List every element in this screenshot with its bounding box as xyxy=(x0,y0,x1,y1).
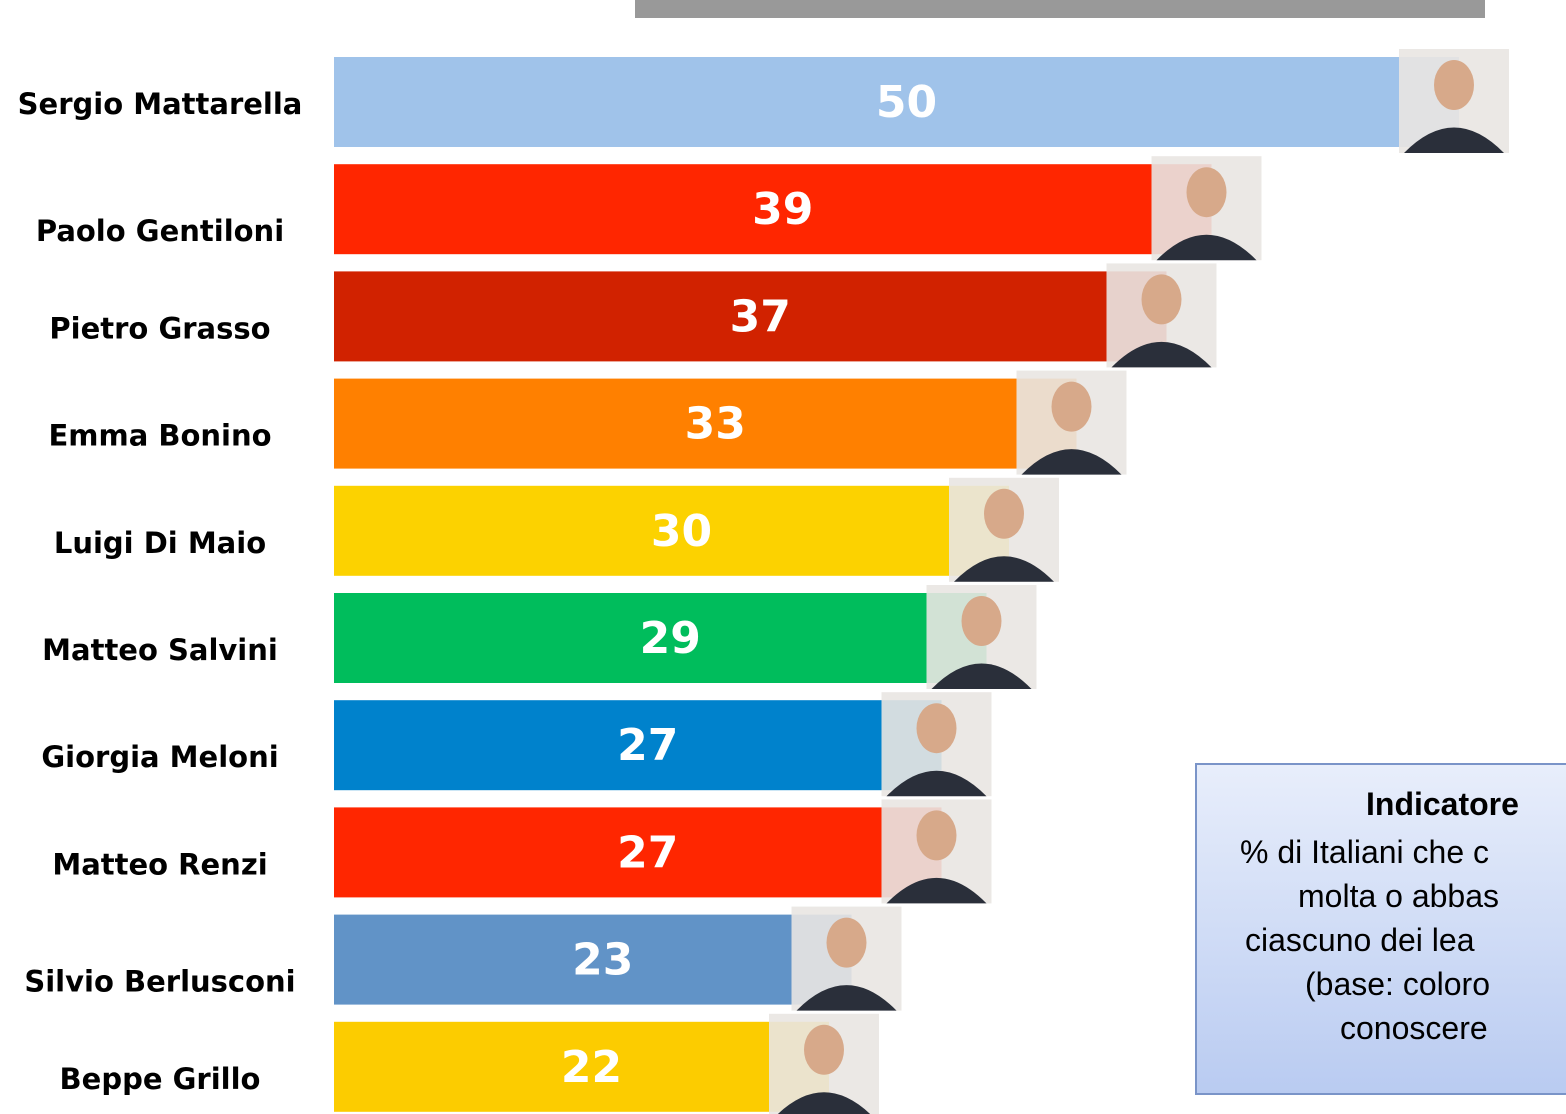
portrait-head xyxy=(984,488,1024,539)
category-label: Emma Bonino xyxy=(48,419,271,453)
value-label: 30 xyxy=(651,506,712,557)
portrait-head xyxy=(1434,60,1474,110)
category-label: Silvio Berlusconi xyxy=(24,965,295,999)
value-label: 22 xyxy=(561,1042,622,1093)
portrait-body xyxy=(778,1092,870,1114)
note-line: molta o abbas xyxy=(1298,878,1499,914)
bar xyxy=(334,914,852,1005)
note-title: Indicatore xyxy=(1366,786,1519,822)
portrait-body xyxy=(1156,234,1257,261)
bar xyxy=(334,378,1077,469)
portrait-body xyxy=(886,877,987,904)
bar xyxy=(334,271,1167,362)
value-label: 23 xyxy=(572,935,633,986)
category-label: Matteo Salvini xyxy=(42,633,278,667)
note-line: ciascuno dei lea xyxy=(1245,922,1475,958)
category-label: Sergio Mattarella xyxy=(18,87,303,121)
portrait-head xyxy=(1141,274,1182,325)
portrait-body xyxy=(1404,127,1504,153)
bar xyxy=(334,700,942,791)
bar xyxy=(334,1021,829,1112)
bar xyxy=(334,485,1009,576)
portrait-head xyxy=(1186,167,1227,218)
portrait-body xyxy=(1111,341,1212,368)
portrait-head xyxy=(916,703,957,754)
bar xyxy=(334,593,987,683)
portrait-body xyxy=(796,985,897,1011)
portrait-body xyxy=(954,556,1054,582)
portrait-body xyxy=(886,770,987,797)
category-label: Beppe Grillo xyxy=(60,1062,261,1096)
value-label: 27 xyxy=(617,827,678,878)
category-label: Giorgia Meloni xyxy=(41,740,278,774)
value-label: 37 xyxy=(730,291,791,342)
portrait-head xyxy=(961,596,1002,646)
bar xyxy=(334,57,1459,147)
portrait-head xyxy=(916,810,957,861)
bars: Sergio Mattarella 50 Paolo Gentiloni 39 Piet… xyxy=(18,49,1509,1114)
header-bar xyxy=(635,0,1485,18)
category-label: Matteo Renzi xyxy=(52,847,267,881)
bar xyxy=(334,807,942,898)
portrait-body xyxy=(1021,449,1122,475)
category-label: Paolo Gentiloni xyxy=(36,214,284,248)
note-box xyxy=(1195,763,1566,1095)
note-line: % di Italiani che c xyxy=(1240,834,1489,870)
portrait-head xyxy=(1051,381,1092,432)
note-line: (base: coloro xyxy=(1305,966,1490,1002)
bar xyxy=(334,164,1212,255)
category-label: Luigi Di Maio xyxy=(54,526,266,560)
portrait-head xyxy=(826,917,867,968)
value-label: 33 xyxy=(685,399,746,450)
note-line: conoscere xyxy=(1340,1010,1488,1046)
portrait-head xyxy=(804,1024,844,1075)
value-label: 27 xyxy=(617,720,678,771)
value-label: 39 xyxy=(752,184,813,235)
category-label: Pietro Grasso xyxy=(49,311,270,345)
value-label: 29 xyxy=(640,613,701,664)
value-label: 50 xyxy=(876,77,937,128)
portrait-body xyxy=(931,663,1032,689)
note-lines: % di Italiani che c molta o abbas ciascuno… xyxy=(1240,834,1499,1046)
